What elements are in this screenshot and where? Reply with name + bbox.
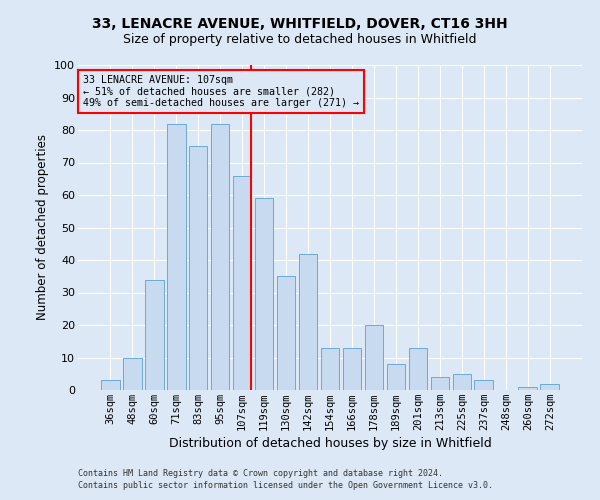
Bar — [167, 124, 185, 390]
Bar — [211, 124, 229, 390]
Bar — [320, 348, 340, 390]
X-axis label: Distribution of detached houses by size in Whitfield: Distribution of detached houses by size … — [169, 437, 491, 450]
Bar — [145, 280, 164, 390]
Bar — [518, 387, 537, 390]
Text: 33, LENACRE AVENUE, WHITFIELD, DOVER, CT16 3HH: 33, LENACRE AVENUE, WHITFIELD, DOVER, CT… — [92, 18, 508, 32]
Bar — [277, 276, 295, 390]
Bar — [101, 380, 119, 390]
Bar — [299, 254, 317, 390]
Text: Contains HM Land Registry data © Crown copyright and database right 2024.: Contains HM Land Registry data © Crown c… — [78, 468, 443, 477]
Y-axis label: Number of detached properties: Number of detached properties — [35, 134, 49, 320]
Text: 33 LENACRE AVENUE: 107sqm
← 51% of detached houses are smaller (282)
49% of semi: 33 LENACRE AVENUE: 107sqm ← 51% of detac… — [83, 74, 359, 108]
Bar — [365, 325, 383, 390]
Bar — [409, 348, 427, 390]
Bar — [452, 374, 471, 390]
Bar — [233, 176, 251, 390]
Bar — [343, 348, 361, 390]
Bar — [189, 146, 208, 390]
Bar — [541, 384, 559, 390]
Text: Contains public sector information licensed under the Open Government Licence v3: Contains public sector information licen… — [78, 481, 493, 490]
Bar — [386, 364, 405, 390]
Bar — [431, 377, 449, 390]
Text: Size of property relative to detached houses in Whitfield: Size of property relative to detached ho… — [123, 32, 477, 46]
Bar — [255, 198, 274, 390]
Bar — [123, 358, 142, 390]
Bar — [475, 380, 493, 390]
